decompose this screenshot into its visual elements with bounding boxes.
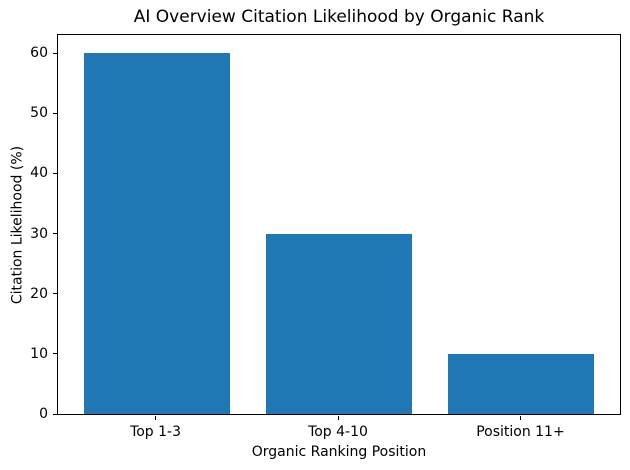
x-tick-mark [337, 416, 339, 420]
y-tick-label: 50 [30, 105, 48, 122]
y-tick-label: 10 [30, 345, 48, 362]
x-axis-ticks: Top 1-3 Top 4-10 Position 11+ [57, 415, 621, 455]
y-tick-mark [53, 353, 57, 355]
bar [266, 233, 412, 414]
bars-container [58, 35, 620, 414]
x-tick-mark [519, 416, 521, 420]
y-tick-mark [53, 112, 57, 114]
y-tick-mark [53, 52, 57, 54]
x-tick-label: Top 4-10 [308, 424, 368, 440]
y-tick-label: 60 [30, 45, 48, 62]
y-tick-mark [53, 413, 57, 415]
y-tick-label: 20 [30, 285, 48, 302]
bar [83, 53, 230, 414]
x-tick-label: Position 11+ [476, 424, 565, 440]
bar [448, 353, 595, 414]
x-tick-mark [155, 416, 157, 420]
y-axis-ticks: 0 10 20 30 40 50 60 [0, 34, 57, 422]
y-tick-label: 30 [30, 225, 48, 242]
y-tick-mark [53, 233, 57, 235]
y-tick-label: 40 [30, 165, 48, 182]
y-tick-label: 0 [39, 406, 48, 422]
chart-title: AI Overview Citation Likelihood by Organ… [133, 7, 545, 27]
y-tick-mark [53, 293, 57, 295]
plot-area [57, 34, 621, 415]
x-axis-label: Organic Ranking Position [251, 444, 427, 460]
x-tick-label: Top 1-3 [130, 424, 182, 440]
y-tick-mark [53, 172, 57, 174]
